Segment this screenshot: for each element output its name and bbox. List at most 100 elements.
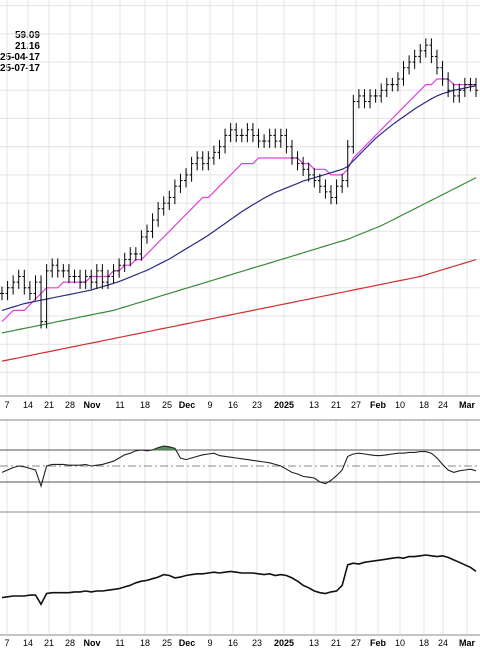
x-axis-indicator-tick-label: 25	[162, 638, 172, 648]
x-axis-indicator-tick-label: Dec	[179, 638, 196, 648]
ohlc-bar	[50, 258, 55, 278]
ohlc-bar	[412, 49, 417, 69]
ohlc-bar	[178, 173, 183, 193]
x-axis-price-tick-label: 23	[252, 400, 262, 410]
ohlc-bar	[0, 286, 4, 301]
ohlc-bar	[189, 156, 194, 182]
ohlc-bar	[289, 139, 294, 165]
ohlc-bar	[89, 269, 94, 289]
header-stat-3: 25-04-17	[0, 52, 40, 63]
moving-average-line-2	[1, 85, 477, 311]
ohlc-bar	[334, 179, 339, 205]
header-stat-4: 25-07-17	[0, 63, 40, 74]
x-axis-price: 7 14 21 28 Nov 11 18 25 Dec 9 16 23 2025 13 21 27 Feb 10 1…	[4, 400, 475, 410]
ohlc-bar	[211, 145, 216, 165]
ohlc-bar	[379, 83, 384, 103]
ohlc-bar	[161, 196, 166, 216]
ohlc-bar	[340, 173, 345, 193]
x-axis-indicator-tick-label: 2025	[274, 638, 294, 648]
ohlc-bar	[61, 264, 66, 278]
ohlc-bar	[44, 264, 49, 329]
ohlc-bar	[273, 128, 278, 148]
moving-average-line-4	[1, 259, 477, 362]
ohlc-bar	[66, 264, 71, 284]
x-axis-indicator-tick-label: 7	[4, 638, 9, 648]
ohlc-bar	[27, 281, 32, 301]
x-axis-price-tick-label: 21	[331, 400, 341, 410]
ohlc-bar	[172, 179, 177, 205]
ohlc-bar	[122, 252, 127, 272]
ohlc-bar	[312, 168, 317, 188]
x-axis-price-tick-label: Feb	[370, 400, 387, 410]
ohlc-bar	[451, 83, 456, 103]
ohlc-bar	[144, 224, 149, 244]
ohlc-bar	[301, 156, 306, 177]
ohlc-bar	[105, 269, 110, 289]
ohlc-bar	[434, 49, 439, 75]
x-axis-indicator-tick-label: 24	[438, 638, 448, 648]
ohlc-bar	[256, 128, 261, 148]
x-axis-indicator-tick-label: Feb	[370, 638, 387, 648]
ohlc-bar	[223, 128, 228, 154]
ohlc-bar	[78, 269, 83, 289]
x-axis-price-tick-label: Mar	[459, 400, 476, 410]
x-axis-indicator-tick-label: 11	[115, 638, 124, 648]
ohlc-bar	[234, 123, 239, 143]
ohlc-bar	[250, 123, 255, 143]
x-axis-indicator-tick-label: 13	[309, 638, 319, 648]
ohlc-bar	[345, 139, 350, 188]
ohlc-bar	[55, 258, 60, 278]
ohlc-bar	[457, 83, 462, 103]
ohlc-bar	[373, 89, 378, 103]
x-axis-price-tick-label: 18	[419, 400, 429, 410]
x-axis-indicator-tick-label: 18	[419, 638, 429, 648]
x-axis-indicator-tick-label: 16	[228, 638, 238, 648]
ohlc-bar	[468, 77, 473, 92]
x-axis-price-tick-label: 27	[351, 400, 361, 410]
indicator-panel	[1, 554, 477, 606]
oscillator-line	[1, 445, 477, 488]
ohlc-bar	[117, 258, 122, 278]
x-axis-price-tick-label: 11	[115, 400, 124, 410]
x-axis-indicator-tick-label: Mar	[459, 638, 476, 648]
x-axis-price-tick-label: 13	[309, 400, 319, 410]
ohlc-bar	[278, 128, 283, 148]
ohlc-bar	[474, 77, 478, 98]
ohlc-bar	[133, 247, 138, 261]
ohlc-bar	[395, 72, 400, 92]
header-stat-1: 59.09	[14, 30, 40, 41]
ohlc-bar	[195, 151, 200, 171]
ohlc-bar	[200, 151, 205, 171]
x-axis-price-tick-label: Dec	[179, 400, 196, 410]
ohlc-bar	[368, 89, 373, 109]
x-axis-price-tick-label: 7	[4, 400, 9, 410]
ohlc-bar	[245, 123, 250, 143]
ohlc-bar	[423, 38, 428, 58]
ohlc-bar	[22, 269, 27, 295]
ohlc-bar	[184, 168, 189, 188]
ohlc-bar	[440, 60, 445, 86]
ohlc-bar	[167, 190, 172, 210]
x-axis-indicator-tick-label: 27	[351, 638, 361, 648]
x-axis-indicator-tick-label: Nov	[83, 638, 100, 648]
price-panel	[0, 38, 478, 362]
header-stat-2: 21.16	[14, 41, 40, 52]
ohlc-bar	[150, 213, 155, 239]
x-axis-price-tick-label: 25	[162, 400, 172, 410]
ohlc-bar	[39, 275, 44, 329]
x-axis-indicator-tick-label: 21	[44, 638, 54, 648]
x-axis-price-tick-label: 21	[44, 400, 54, 410]
ohlc-bar	[323, 179, 328, 199]
ohlc-bar	[5, 281, 10, 301]
ohlc-bar	[94, 264, 99, 289]
x-axis-price-tick-label: 10	[395, 400, 405, 410]
ohlc-bar	[267, 128, 272, 148]
x-axis-price-tick-label: 14	[23, 400, 33, 410]
x-axis-indicator: 7 14 21 28 Nov 11 18 25 Dec 9 16 23 2025 13 21 27 Feb 10 1…	[4, 638, 475, 648]
ohlc-bar	[33, 275, 38, 301]
ohlc-bar	[446, 72, 451, 98]
ohlc-bar	[72, 269, 77, 284]
ohlc-bar	[100, 264, 105, 289]
ohlc-bar	[384, 77, 389, 98]
